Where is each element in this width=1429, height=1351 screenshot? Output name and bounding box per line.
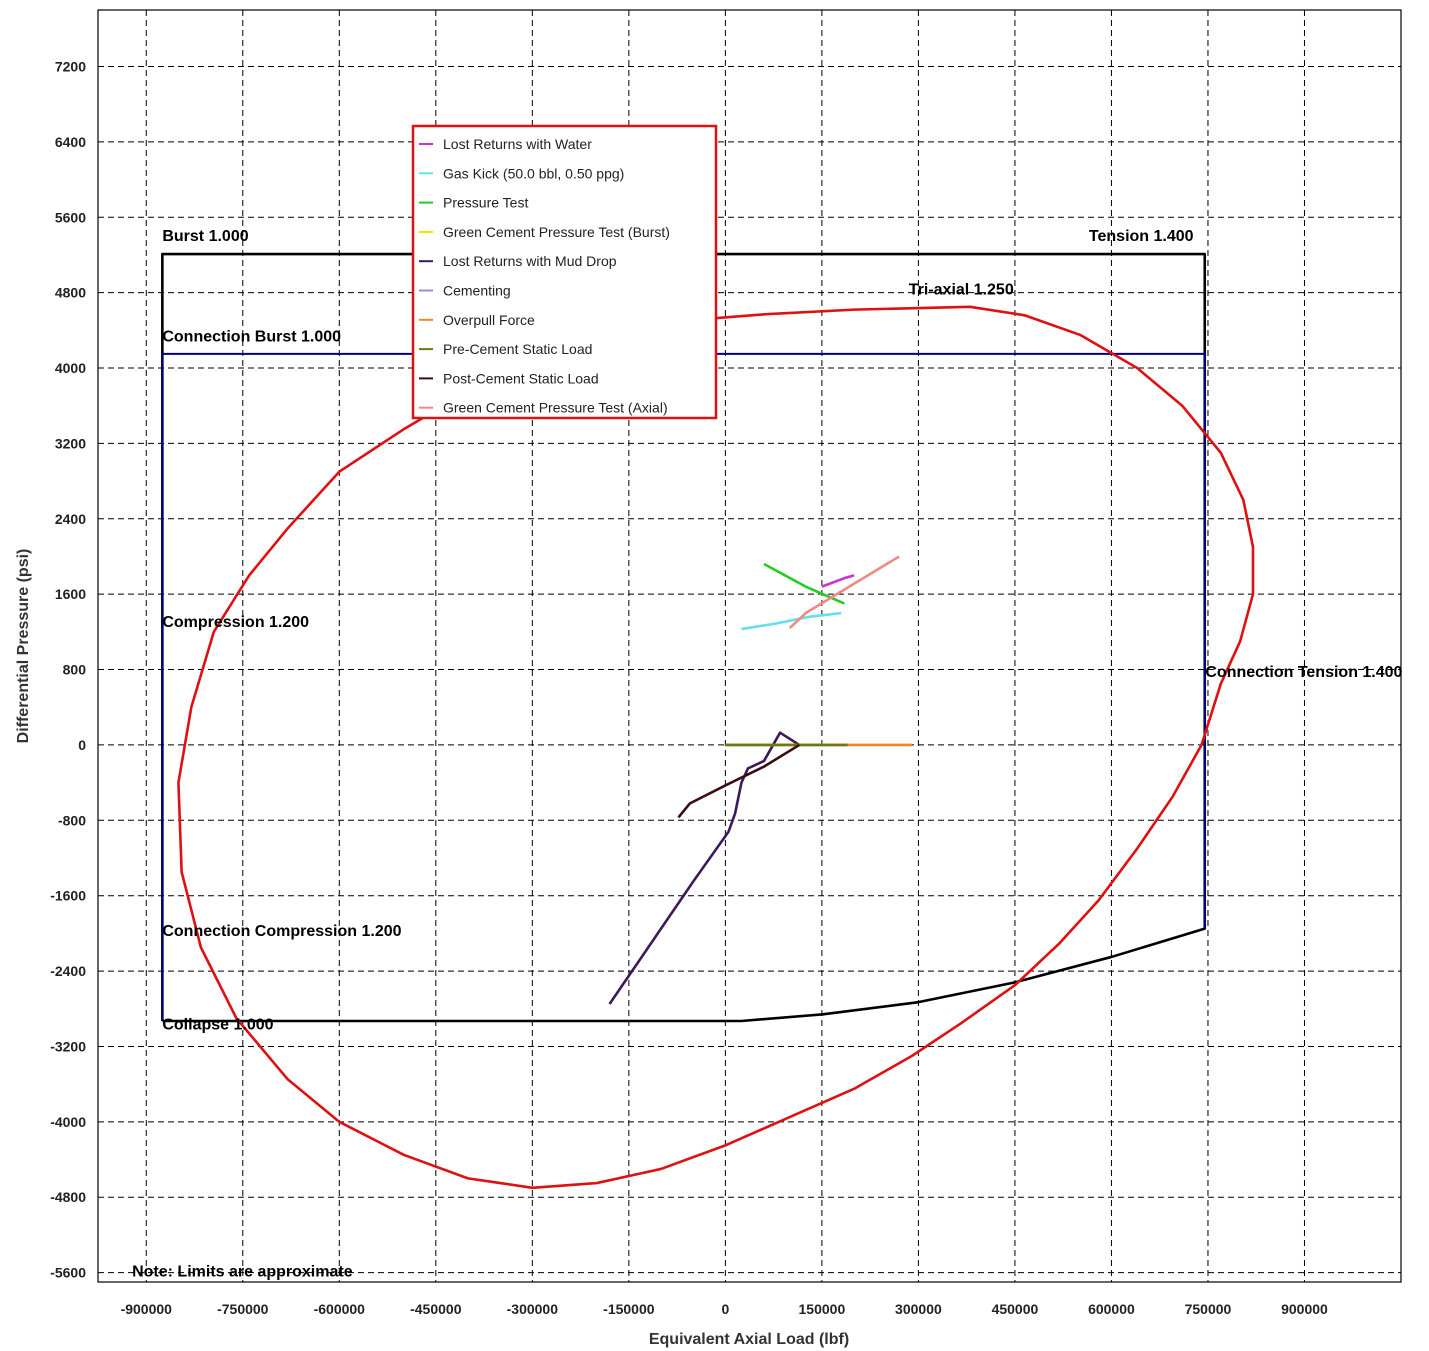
limit-line-tri-axial-ellipse <box>177 305 1255 1190</box>
x-tick-label: 600000 <box>1088 1301 1135 1317</box>
series-line-green-cement-pressure-test-axial <box>788 555 900 630</box>
legend-entry: Pressure Test <box>443 195 528 211</box>
series-lines <box>608 555 912 1005</box>
y-tick-label: 1600 <box>55 586 86 602</box>
annotation-connection-compression-1-200: Connection Compression 1.200 <box>162 923 401 940</box>
x-tick-label: 150000 <box>799 1301 846 1317</box>
y-tick-label: 7200 <box>55 59 86 75</box>
legend-entry: Post-Cement Static Load <box>443 370 599 386</box>
annotation-burst-1-000: Burst 1.000 <box>162 228 248 245</box>
x-axis-title: Equivalent Axial Load (lbf) <box>649 1331 849 1348</box>
y-tick-label: 6400 <box>55 134 86 150</box>
x-tick-label: -750000 <box>217 1301 269 1317</box>
x-tick-label: 750000 <box>1185 1301 1232 1317</box>
series-line-gas-kick-50-0-bbl-0-50-ppg <box>741 611 842 631</box>
x-tick-label: 900000 <box>1281 1301 1328 1317</box>
grid <box>98 10 1401 1282</box>
legend-entry: Cementing <box>443 283 511 299</box>
annotations: Burst 1.000 Tension 1.400 Tri-axial 1.250 C… <box>132 228 1402 1281</box>
legend-entry: Lost Returns with Mud Drop <box>443 253 617 269</box>
legend: Lost Returns with Water Gas Kick (50.0 bb… <box>411 124 718 420</box>
plot-area <box>97 9 1402 1283</box>
annotation-compression-1-200: Compression 1.200 <box>162 614 309 631</box>
annotation-tension-1-400: Tension 1.400 <box>1089 228 1194 245</box>
y-tick-label: -5600 <box>50 1265 86 1281</box>
legend-box <box>411 124 718 420</box>
series-line-post-cement-static-load <box>677 743 801 819</box>
series-line-lost-returns-with-water <box>821 574 855 588</box>
annotation-tri-axial-1-250: Tri-axial 1.250 <box>909 282 1014 299</box>
y-tick-label: -800 <box>58 812 86 828</box>
y-tick-label: 2400 <box>55 511 86 527</box>
x-tick-labels: -900000 -750000 -600000 -450000 -300000 -1500… <box>121 1301 1328 1317</box>
legend-entry: Lost Returns with Water <box>443 136 592 152</box>
annotation-connection-burst-1-000: Connection Burst 1.000 <box>162 329 341 346</box>
series-line-lost-returns-with-mud-drop <box>608 731 801 1005</box>
y-tick-label: -3200 <box>50 1038 86 1054</box>
x-tick-label: -150000 <box>603 1301 655 1317</box>
y-tick-label: 3200 <box>55 435 86 451</box>
legend-entry: Gas Kick (50.0 bbl, 0.50 ppg) <box>443 165 624 181</box>
y-tick-label: -4800 <box>50 1189 86 1205</box>
x-tick-label: -900000 <box>121 1301 173 1317</box>
y-tick-label: 4000 <box>55 360 86 376</box>
annotation-note-limits-are-approximate: Note: Limits are approximate <box>132 1263 353 1280</box>
y-tick-label: 800 <box>63 662 87 678</box>
x-tick-label: -600000 <box>314 1301 366 1317</box>
x-tick-label: -450000 <box>410 1301 462 1317</box>
legend-entry: Pre-Cement Static Load <box>443 341 592 357</box>
annotation-connection-tension-1-400: Connection Tension 1.400 <box>1205 664 1402 681</box>
y-tick-label: 5600 <box>55 209 86 225</box>
x-tick-label: 300000 <box>895 1301 942 1317</box>
y-tick-label: 0 <box>78 737 86 753</box>
x-tick-label: 450000 <box>992 1301 1039 1317</box>
y-tick-label: 4800 <box>55 285 86 301</box>
x-tick-label: 0 <box>721 1301 729 1317</box>
y-tick-label: -2400 <box>50 963 86 979</box>
x-tick-label: -300000 <box>507 1301 559 1317</box>
legend-entry: Green Cement Pressure Test (Burst) <box>443 224 670 240</box>
annotation-collapse-1-000: Collapse 1.000 <box>162 1016 273 1033</box>
y-tick-labels: -5600 -4800 -4000 -3200 -2400 -1600 -800 0 800 16… <box>50 59 86 1281</box>
y-axis-title: Differential Pressure (psi) <box>15 549 32 744</box>
y-tick-label: -4000 <box>50 1114 86 1130</box>
y-tick-label: -1600 <box>50 888 86 904</box>
legend-entry: Green Cement Pressure Test (Axial) <box>443 400 668 416</box>
legend-entry: Overpull Force <box>443 312 535 328</box>
